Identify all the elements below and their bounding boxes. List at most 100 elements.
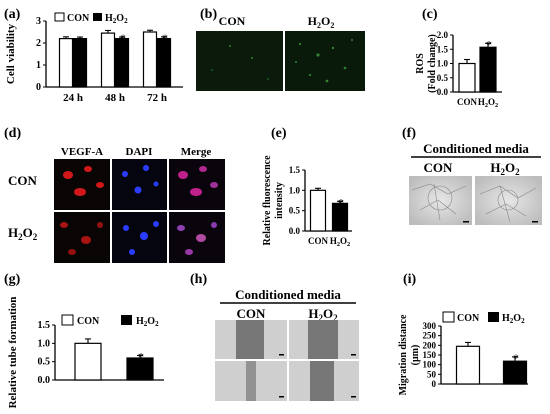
scale-bar [279, 354, 284, 356]
bar-con [100, 32, 116, 88]
y-tick-label: 0.5 [437, 73, 449, 83]
y-axis-label: Relative fluorescence [262, 155, 273, 246]
panel-label-i: (i) [403, 272, 417, 287]
scale-bar [351, 354, 356, 356]
y-tick-label: 100 [423, 360, 437, 370]
scale-bar [532, 221, 538, 223]
legend-swatch-h2o2 [93, 13, 102, 21]
micrograph-vegfa-h2o2 [54, 212, 110, 263]
panel-label-d: (d) [4, 126, 21, 141]
image-label-h2o2: H2O2 [308, 306, 338, 323]
y-tick-label: 50 [427, 369, 437, 379]
column-label-vegfa: VEGF-A [61, 146, 103, 158]
y-tick-label: 0 [36, 82, 41, 93]
y-tick-label: 1.0 [289, 185, 301, 195]
panel-label-a: (a) [4, 7, 21, 22]
y-tick-label: 0.5 [38, 357, 51, 368]
legend-label-h2o2: H2O2 [502, 313, 525, 325]
chart-ros: 0.0 0.5 1.0 1.5 2.0 ROS (Fold change) CON * H2O2 [415, 30, 502, 109]
micrograph-tube-con [409, 176, 472, 225]
y-tick-label: 0.5 [289, 206, 301, 216]
panel-label-f: (f) [402, 126, 416, 141]
panel-label-e: (e) [271, 126, 287, 141]
legend-swatch-h2o2 [121, 315, 132, 325]
legend-a: CON H2O2 [54, 12, 128, 25]
y-tick-label: 1.5 [38, 320, 51, 331]
y-tick-label: 0.0 [38, 375, 51, 386]
legend-i: CON H2O2 [442, 311, 525, 325]
x-tick-label: 24 h [63, 92, 83, 104]
x-tick-label: CON [308, 236, 329, 246]
bar-con [58, 37, 74, 88]
legend-label-h2o2: H2O2 [136, 316, 159, 328]
bar-h2o2 [114, 37, 130, 88]
panel-label-g: (g) [4, 272, 21, 287]
panel-f-images: Conditioned media CON H2O2 [409, 141, 542, 225]
scale-bar [351, 396, 356, 398]
significance-mark: * [120, 31, 126, 45]
legend-label-h2o2: H2O2 [105, 13, 128, 25]
chart-cell-viability: 0 1 2 3 Cell viability 24 h * 48 h * 72 h [5, 16, 183, 104]
legend-label-con: CON [77, 316, 100, 327]
y-axis-label: (μm) [410, 345, 421, 366]
legend-swatch-h2o2 [488, 312, 499, 322]
y-axis-label: Relative tube formation [7, 297, 19, 409]
image-label-con: CON [237, 306, 267, 321]
y-axis-label: Migration distance [398, 314, 409, 395]
vegfa-cells [60, 166, 104, 255]
image-label-con: CON [219, 14, 246, 28]
column-label-merge: Merge [181, 146, 212, 158]
y-axis-label: (Fold change) [427, 34, 438, 93]
significance-mark: * [338, 195, 344, 209]
y-axis-label: ROS [415, 53, 426, 74]
y-axis-label: Cell viability [5, 23, 17, 84]
significance-mark: * [162, 31, 168, 45]
image-label-con: CON [424, 160, 454, 175]
y-tick-label: 2 [36, 38, 41, 49]
micrograph-h2o2 [285, 31, 365, 91]
x-tick-label: 72 h [147, 92, 167, 104]
tube-network [411, 183, 537, 223]
y-tick-label: 0 [432, 379, 437, 389]
column-label-dapi: DAPI [126, 146, 153, 158]
scratch-gaps [236, 320, 338, 401]
x-tick-label: CON [457, 97, 478, 107]
bar-con [458, 62, 476, 93]
significance-mark: * [138, 349, 144, 363]
bar-con [74, 342, 102, 381]
bar-con [455, 345, 481, 385]
panel-label-c: (c) [422, 7, 438, 22]
merge-cells [177, 166, 218, 255]
micrograph-dapi-h2o2 [112, 212, 167, 263]
scale-bar [463, 221, 469, 223]
row-label-con: CON [8, 173, 38, 188]
legend-label-con: CON [457, 313, 480, 324]
legend-swatch-con [442, 311, 455, 323]
y-tick-label: 2.0 [437, 30, 449, 40]
scale-bar [279, 396, 284, 398]
fluorescence-speckles [211, 39, 353, 83]
bar-h2o2 [156, 37, 172, 88]
x-tick-label: H2O2 [478, 97, 498, 109]
conditioned-media-title: Conditioned media [235, 287, 341, 302]
y-tick-label: 150 [423, 350, 437, 360]
y-tick-label: 1.5 [289, 165, 301, 175]
x-tick-label: 48 h [105, 92, 125, 104]
image-label-h2o2: H2O2 [308, 14, 335, 30]
panel-h-images: Conditioned media CON H2O2 [215, 287, 359, 401]
x-tick-label: H2O2 [330, 236, 350, 248]
bar-h2o2 [479, 46, 497, 93]
panel-label-b: (b) [200, 7, 217, 22]
conditioned-media-title: Conditioned media [423, 141, 529, 156]
significance-mark: * [486, 37, 492, 51]
micrograph-con [196, 31, 283, 91]
y-tick-label: 250 [423, 331, 437, 341]
y-tick-label: 200 [423, 340, 437, 350]
y-tick-label: 0.0 [289, 226, 301, 236]
image-label-h2o2: H2O2 [490, 160, 520, 177]
y-axis-label: intensity [274, 182, 285, 219]
bar-con [309, 189, 327, 232]
y-tick-label: 1 [36, 60, 41, 71]
